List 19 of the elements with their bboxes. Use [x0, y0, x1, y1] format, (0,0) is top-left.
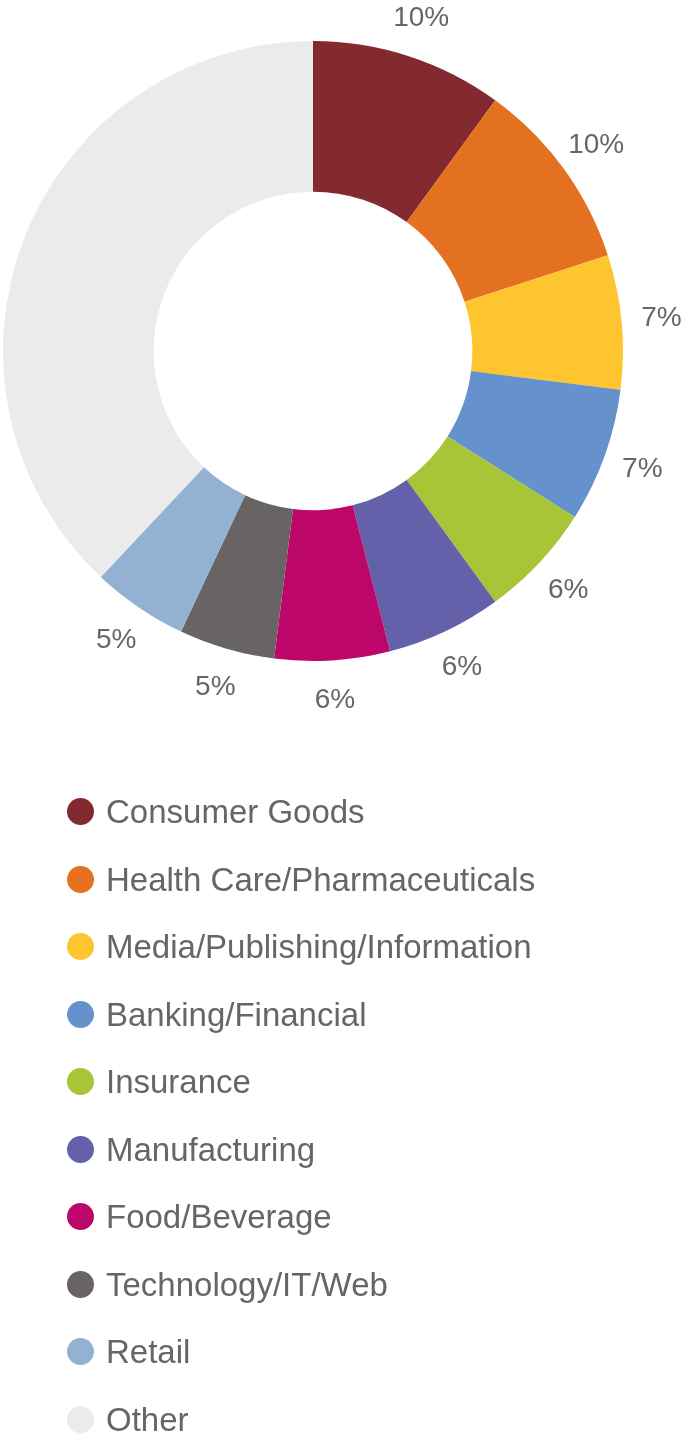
- legend-label: Media/Publishing/Information: [106, 928, 532, 966]
- data-label: 6%: [314, 683, 356, 715]
- legend-label: Health Care/Pharmaceuticals: [106, 860, 536, 898]
- data-label: 6%: [547, 573, 589, 605]
- legend-label: Insurance: [106, 1063, 251, 1101]
- data-label: 10%: [568, 127, 625, 159]
- legend-label: Retail: [106, 1333, 191, 1371]
- data-label: 7%: [641, 300, 682, 332]
- legend-label: Manufacturing: [106, 1130, 316, 1168]
- legend-label: Banking/Financial: [106, 995, 367, 1033]
- data-label: 6%: [441, 650, 483, 682]
- data-label: 5%: [195, 669, 236, 701]
- legend-label: Other: [106, 1400, 189, 1438]
- legend-label: Technology/IT/Web: [106, 1265, 388, 1303]
- data-label: 7%: [622, 452, 663, 484]
- legend-label: Food/Beverage: [106, 1198, 332, 1236]
- data-label: 10%: [393, 0, 450, 32]
- data-label: 5%: [96, 623, 137, 655]
- legend-label: Consumer Goods: [106, 793, 365, 831]
